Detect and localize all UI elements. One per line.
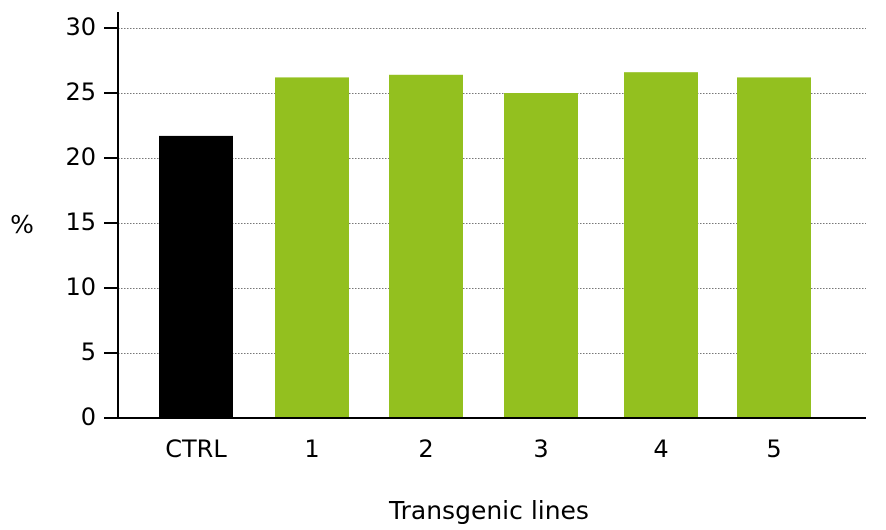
y-tick-label: 0 [81,403,96,431]
x-tick-label: 1 [304,435,319,463]
x-tick-label: CTRL [165,435,227,463]
x-tick-labels: CTRL 1 2 3 4 5 [165,435,781,463]
bar-transgenic [737,77,811,419]
x-tick-label: 4 [653,435,668,463]
x-axis-label: Transgenic lines [388,496,589,525]
y-axis-label: % [10,210,34,239]
y-tick-label: 20 [65,143,96,171]
bar-transgenic [275,77,349,419]
bar-control [159,135,233,418]
x-tick-label: 2 [418,435,433,463]
bar-transgenic [624,72,698,418]
y-tick-labels: 0 5 10 15 20 25 30 [65,13,118,431]
y-tick-label: 10 [65,273,96,301]
bar-transgenic [389,74,463,419]
x-tick-label: 5 [766,435,781,463]
y-tick-label: 5 [81,338,96,366]
bars [159,72,811,419]
y-tick-label: 25 [65,78,96,106]
axes [104,12,866,419]
y-tick-label: 15 [65,208,96,236]
x-tick-label: 3 [533,435,548,463]
bar-transgenic [504,93,578,418]
y-tick-label: 30 [65,13,96,41]
